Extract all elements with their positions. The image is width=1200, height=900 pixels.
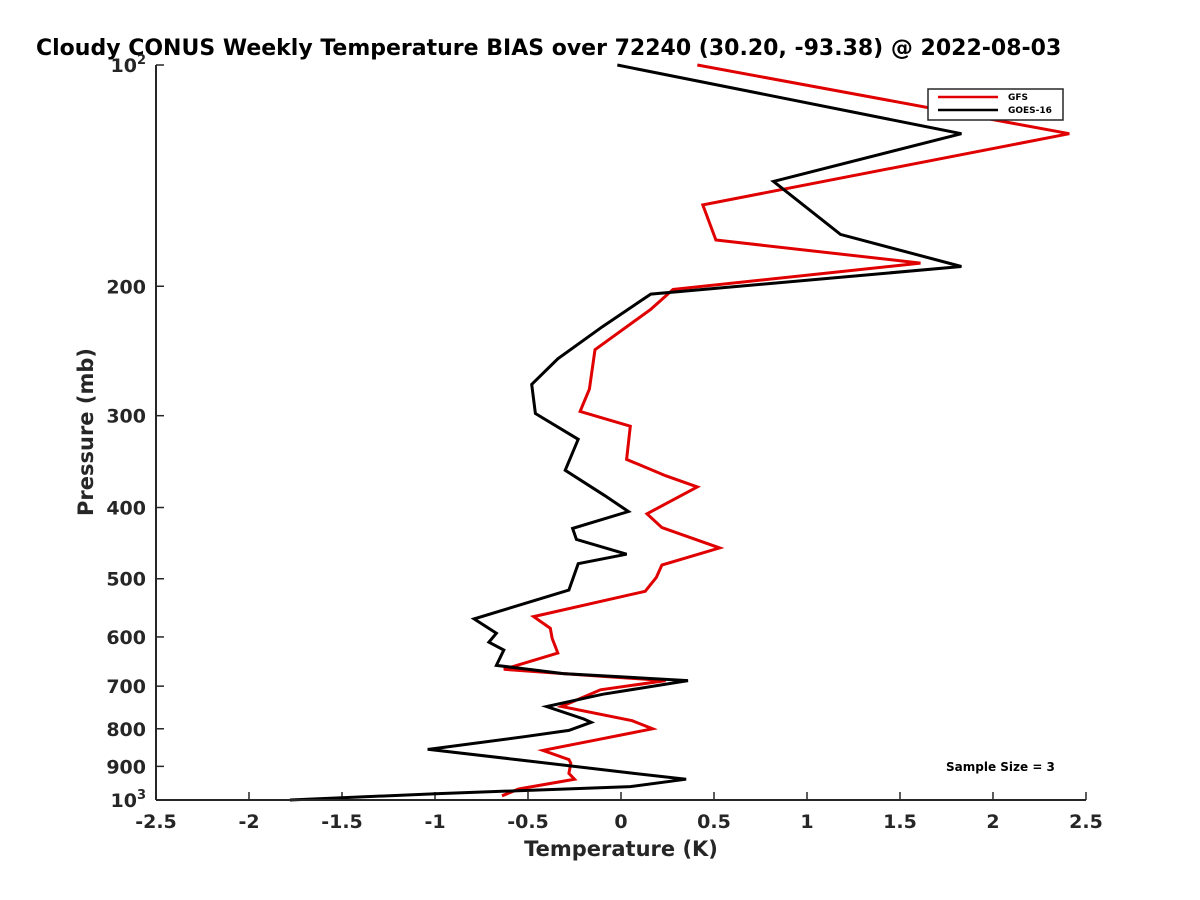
y-tick-label: 900 [106,756,146,778]
y-tick-label: 800 [106,719,146,741]
y-tick-label: 300 [106,406,146,428]
x-tick-label: 0 [614,811,627,833]
x-tick-label: -0.5 [507,811,549,833]
y-tick-label: 600 [106,627,146,649]
y-tick-label: 103 [111,788,147,812]
legend-box [927,88,1064,121]
x-axis-label: Temperature (K) [524,837,718,861]
legend-label-goes16: GOES-16 [1008,106,1052,116]
sample-size-annotation: Sample Size = 3 [946,760,1055,774]
x-tick-label: 1.5 [883,811,917,833]
y-tick-label: 400 [106,498,146,520]
series-line-goes16 [289,63,962,802]
y-axis-label: Pressure (mb) [74,348,98,516]
x-tick-label: -1 [424,811,445,833]
x-tick-label: 2 [986,811,999,833]
ticks-layer: -2.5 -2 -1.5 -1 -0.5 0 0.5 1 1.5 2 2.5 102 200 300 400… [106,53,1103,833]
y-tick-label: 500 [106,569,146,591]
x-tick-label: 1 [800,811,813,833]
chart-title: Cloudy CONUS Weekly Temperature BIAS ove… [36,36,1061,61]
legend: GFS GOES-16 [927,88,1064,121]
x-tick-label: -1.5 [321,811,363,833]
x-tick-label: 0.5 [697,811,731,833]
x-tick-label: 2.5 [1069,811,1103,833]
y-tick-label: 700 [106,676,146,698]
x-tick-label: -2.5 [135,811,177,833]
legend-label-gfs: GFS [1008,93,1028,103]
x-tick-label: -2 [238,811,259,833]
y-tick-label: 200 [106,276,146,298]
series-line-gfs [501,63,1070,798]
series-layer [289,63,1070,802]
y-tick-label: 102 [111,53,147,77]
